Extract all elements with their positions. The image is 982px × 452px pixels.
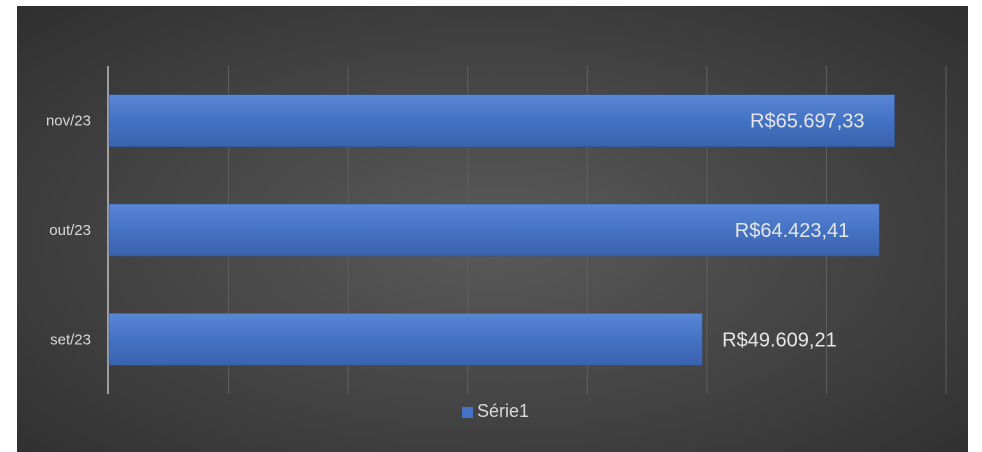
legend-swatch: [462, 407, 473, 418]
bar[interactable]: [108, 94, 895, 147]
data-label: R$64.423,41: [735, 220, 850, 242]
data-label: R$49.609,21: [722, 329, 837, 351]
bar[interactable]: [108, 313, 703, 366]
bar[interactable]: [108, 203, 880, 257]
category-label: out/23: [49, 222, 91, 239]
legend-label: Série1: [477, 401, 529, 421]
data-label: R$65.697,33: [750, 111, 865, 133]
category-label: nov/23: [46, 113, 91, 130]
category-label: set/23: [50, 331, 91, 348]
